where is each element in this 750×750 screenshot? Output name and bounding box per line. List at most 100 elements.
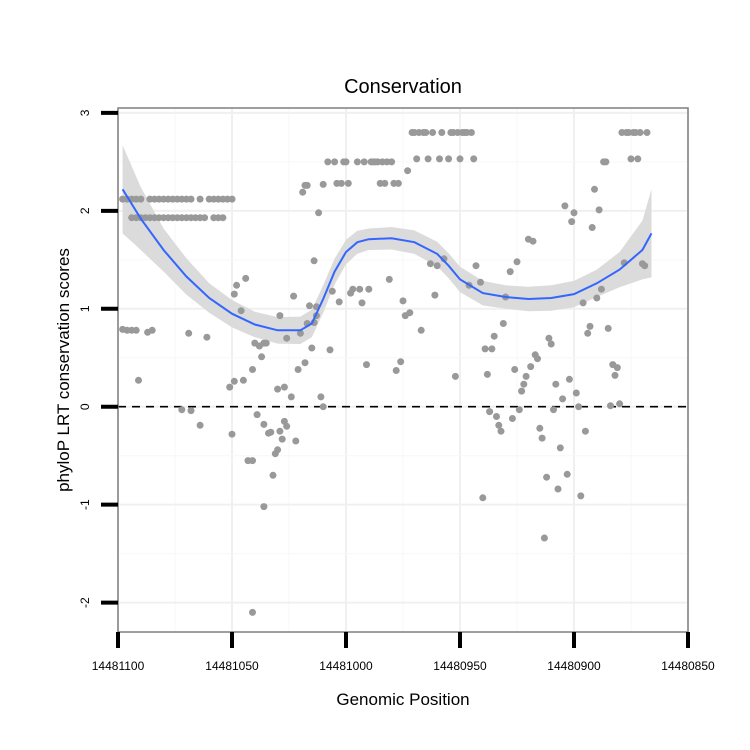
data-point: [287, 393, 295, 401]
data-point: [269, 471, 277, 479]
data-point: [328, 287, 336, 295]
data-point: [561, 202, 569, 210]
data-point: [554, 485, 562, 493]
points-layer: [119, 129, 651, 616]
data-point: [242, 274, 250, 282]
x-tick-label: 14481050: [205, 659, 259, 673]
data-point: [385, 275, 393, 283]
data-point: [308, 344, 316, 352]
data-point: [249, 608, 256, 616]
data-point: [568, 218, 576, 226]
data-point: [132, 326, 140, 334]
data-point: [249, 366, 256, 373]
data-point: [260, 503, 268, 511]
data-point: [237, 307, 245, 315]
data-point: [228, 195, 236, 203]
data-point: [278, 435, 286, 443]
data-point: [588, 224, 596, 231]
data-point: [317, 393, 325, 401]
data-point: [381, 179, 389, 187]
data-point: [559, 395, 567, 403]
data-point: [481, 345, 489, 353]
data-point: [470, 155, 478, 163]
data-point: [319, 403, 327, 411]
y-tick-label: 3: [78, 109, 92, 116]
data-point: [506, 268, 514, 276]
data-point: [363, 361, 370, 369]
data-point: [283, 422, 291, 430]
grid: [117, 108, 689, 632]
data-point: [258, 353, 266, 361]
data-point: [597, 285, 605, 293]
data-point: [575, 403, 583, 411]
data-point: [577, 492, 585, 500]
data-point: [467, 129, 475, 136]
smooth-line: [121, 188, 653, 332]
data-point: [337, 179, 345, 187]
data-point: [511, 366, 519, 373]
data-point: [422, 129, 430, 136]
data-point: [137, 195, 145, 203]
data-point: [433, 262, 441, 270]
data-point: [360, 158, 368, 166]
data-point: [547, 340, 555, 348]
data-point: [290, 292, 298, 300]
data-point: [572, 389, 580, 397]
data-point: [342, 158, 350, 166]
data-point: [429, 129, 437, 136]
data-point: [249, 457, 256, 465]
data-point: [445, 155, 453, 163]
data-point: [493, 413, 500, 420]
data-point: [274, 446, 282, 454]
data-point: [326, 346, 334, 354]
data-point: [299, 188, 307, 196]
data-point: [196, 421, 204, 429]
data-point: [540, 534, 548, 542]
x-tick-label: 14481100: [92, 659, 145, 673]
data-point: [508, 415, 516, 422]
data-point: [522, 372, 530, 380]
data-point: [611, 371, 619, 379]
y-tick-label: 0: [78, 403, 92, 410]
data-point: [276, 312, 284, 320]
data-point: [201, 214, 209, 222]
data-point: [267, 428, 275, 436]
x-tick-label: 14480850: [661, 659, 715, 673]
panel-border: [117, 107, 689, 633]
data-point: [527, 363, 535, 371]
data-point: [335, 298, 343, 306]
data-point: [135, 376, 142, 384]
data-point: [552, 380, 560, 388]
data-point: [233, 281, 241, 289]
data-point: [324, 158, 332, 166]
data-point: [358, 299, 366, 307]
data-point: [550, 406, 557, 414]
data-point: [538, 434, 546, 442]
data-point: [483, 370, 491, 378]
data-point: [593, 294, 601, 302]
data-point: [563, 470, 571, 478]
y-axis: -2 -1 0 1 2 3: [78, 109, 118, 608]
data-point: [451, 372, 459, 380]
y-tick-label: 1: [78, 305, 92, 312]
data-point: [219, 214, 227, 222]
data-point: [627, 155, 635, 163]
data-point: [296, 329, 304, 337]
data-point: [388, 158, 396, 166]
smooth-line-layer: [121, 188, 653, 332]
data-point: [394, 179, 402, 187]
data-point: [399, 297, 407, 305]
data-point: [436, 155, 443, 163]
data-point: [274, 385, 282, 393]
y-axis-label: phyloP LRT conservation scores: [54, 248, 73, 492]
x-axis: 14481100 14481050 14481000 14480950 14480900…: [92, 632, 715, 673]
data-point: [495, 421, 503, 429]
data-point: [392, 367, 400, 374]
confidence-ribbon-layer: [122, 145, 652, 344]
data-point: [292, 437, 300, 445]
data-point: [253, 411, 261, 419]
data-point: [413, 155, 421, 163]
data-point: [586, 322, 594, 330]
data-point: [607, 402, 614, 410]
